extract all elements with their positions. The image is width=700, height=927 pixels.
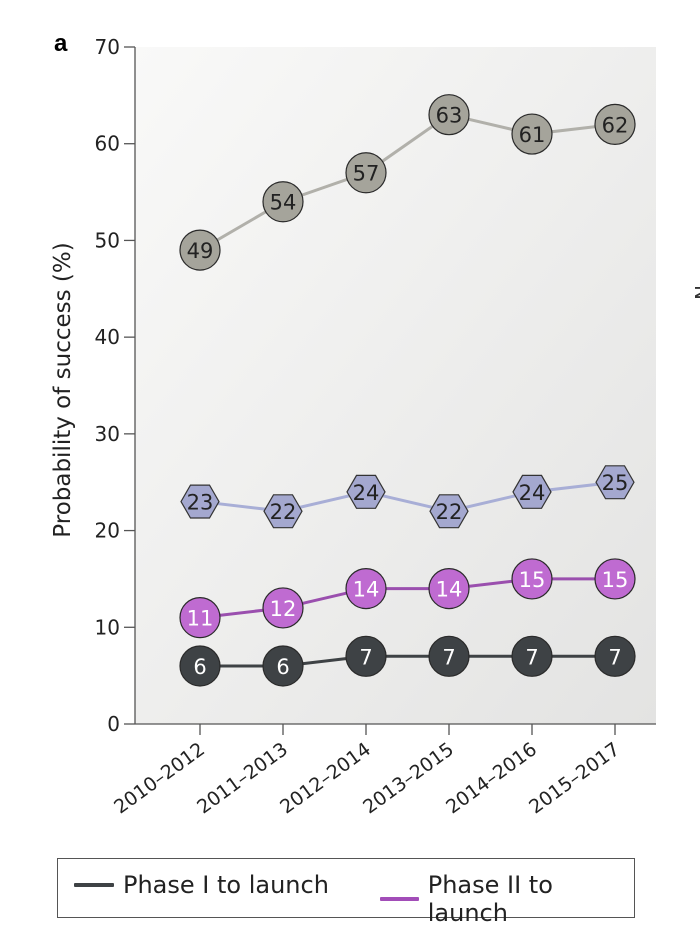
- data-point: [511, 558, 553, 600]
- x-tick-label: 2015–2017: [525, 738, 624, 818]
- data-label: 7: [442, 645, 455, 669]
- data-label: 6: [276, 655, 289, 679]
- legend: Phase I to launch Phase II to launch: [57, 858, 635, 927]
- plot-background: [135, 47, 656, 724]
- y-tick-label: 70: [95, 35, 120, 59]
- x-tick-label: 2011–2013: [193, 738, 292, 818]
- legend-swatch-phase-ii: [380, 897, 419, 901]
- data-label: 49: [187, 239, 214, 263]
- data-label: 61: [519, 123, 546, 147]
- data-point: [262, 181, 304, 223]
- y-tick-label: 30: [95, 422, 120, 446]
- data-point: [429, 494, 469, 529]
- data-point: [511, 113, 553, 155]
- x-tick-labels: 2010–20122011–20132012–20142013–20152014…: [110, 738, 624, 818]
- legend-label-phase-ii: Phase II to launch: [427, 871, 553, 927]
- data-point: [428, 94, 470, 136]
- data-label: 25: [602, 471, 629, 495]
- data-point: [512, 474, 552, 509]
- data-label: 22: [270, 500, 297, 524]
- axes: [124, 46, 656, 735]
- legend-item-phase-ii: Phase II to launch: [380, 871, 634, 927]
- data-label: 7: [525, 645, 538, 669]
- panel-label: a: [54, 30, 68, 57]
- x-tick-label: 2010–2012: [110, 738, 209, 818]
- legend-swatch-phase-i: [74, 883, 114, 887]
- data-label: 7: [608, 645, 621, 669]
- data-point: [428, 635, 470, 677]
- y-tick-label: 10: [95, 615, 120, 639]
- data-label: 62: [602, 113, 629, 137]
- data-label: 7: [359, 645, 372, 669]
- data-point: [428, 567, 470, 610]
- x-tick-label: 2013–2015: [359, 738, 458, 818]
- data-label: 24: [519, 481, 546, 505]
- data-label: 22: [436, 500, 463, 524]
- data-point: [594, 635, 636, 677]
- cut-off-text: N: [691, 285, 700, 300]
- series-s2: 23 22 24 22 24 25: [180, 465, 635, 529]
- y-tick-label: 40: [95, 325, 120, 349]
- data-point: [595, 465, 635, 500]
- data-point: [262, 645, 304, 687]
- y-tick-label: 50: [95, 228, 120, 252]
- y-axis-label: Probability of success (%): [50, 242, 76, 537]
- data-label: 12: [270, 597, 297, 621]
- data-label: 57: [353, 162, 380, 186]
- data-label: 23: [187, 491, 214, 515]
- data-label: 14: [436, 578, 463, 602]
- y-tick-label: 0: [107, 712, 120, 736]
- y-tick-labels: 0 10 20 30 40 50 60 70: [95, 35, 120, 736]
- data-point: [345, 635, 387, 677]
- data-point: [511, 635, 553, 677]
- data-point: [180, 484, 220, 519]
- data-label: 24: [353, 481, 380, 505]
- legend-item-phase-i: Phase I to launch: [74, 871, 329, 899]
- chart-svg: 0 10 20 30 40 50 60 70 2010–20122011–20132012–2…: [50, 35, 656, 818]
- data-label: 6: [193, 655, 206, 679]
- y-tick-label: 20: [95, 519, 120, 543]
- data-point: [346, 474, 386, 509]
- data-label: 14: [353, 578, 380, 602]
- data-point: [345, 567, 387, 610]
- series-layer: 49 54 57 63 61 62 23 22 24 22 24 25 11 12 14 14 15 15 6 6 7 7…: [179, 94, 636, 687]
- series-s3: 11 12 14 14 15 15: [179, 558, 636, 639]
- data-point: [262, 587, 304, 629]
- data-label: 63: [436, 104, 463, 128]
- data-point: [594, 558, 636, 600]
- data-point: [179, 229, 221, 271]
- data-point: [263, 494, 303, 529]
- data-point: [179, 597, 221, 639]
- data-label: 11: [187, 607, 214, 631]
- legend-label-phase-i: Phase I to launch: [123, 871, 329, 899]
- y-tick-label: 60: [95, 132, 120, 156]
- series-s4: 6 6 7 7 7 7: [179, 635, 636, 687]
- data-label: 54: [270, 191, 297, 215]
- data-point: [594, 103, 636, 145]
- data-point: [345, 152, 387, 194]
- data-point: [179, 645, 221, 687]
- series-s1: 49 54 57 63 61 62: [179, 94, 636, 271]
- x-tick-label: 2014–2016: [442, 738, 541, 818]
- data-label: 15: [602, 568, 629, 592]
- data-label: 15: [519, 568, 546, 592]
- x-tick-label: 2012–2014: [276, 738, 375, 818]
